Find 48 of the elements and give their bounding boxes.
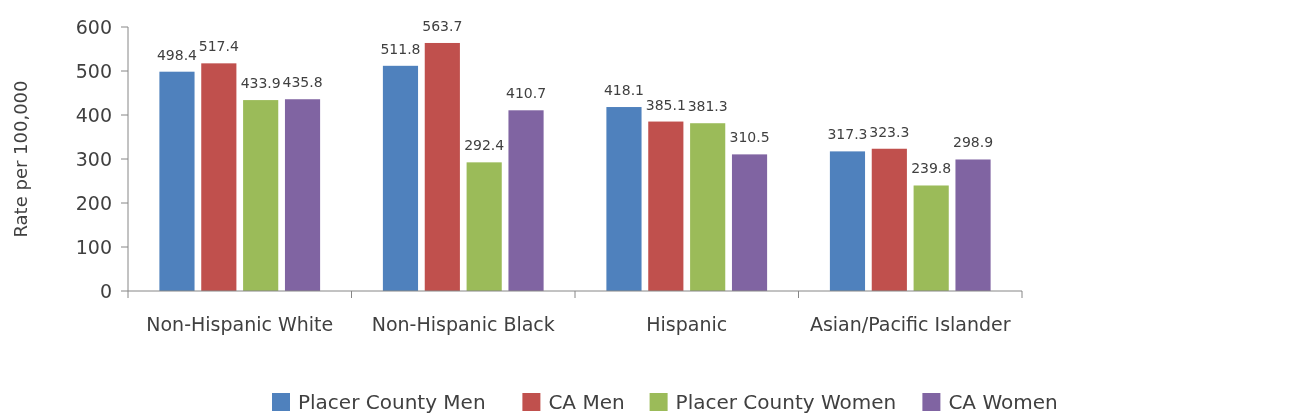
data-label: 435.8 [282,74,323,91]
y-tick-label: 600 [75,15,112,38]
bar [508,110,544,291]
bar [690,123,726,291]
data-label: 381.3 [687,98,728,115]
data-label: 498.4 [156,46,198,63]
data-label: 310.5 [729,129,770,146]
data-label: 298.9 [952,134,994,151]
x-tick-label: Hispanic [646,313,728,335]
legend-label: CA Women [948,390,1058,414]
bar [424,42,460,291]
y-tick-label: 100 [75,235,112,258]
bar [606,107,642,291]
y-tick-label: 300 [75,147,112,170]
data-label: 239.8 [911,160,952,177]
bar [731,154,768,291]
bar [201,63,237,291]
bar [871,148,907,291]
legend-label: Placer County Women [675,390,897,414]
y-tick-label: 200 [75,191,112,214]
data-label: 433.9 [240,75,281,92]
bar [829,151,866,291]
y-tick-label: 500 [75,59,112,82]
bar [955,159,991,291]
bar [913,185,949,291]
data-label: 563.7 [422,17,463,34]
y-axis-title: Rate per 100,000 [10,80,31,238]
bar [284,99,321,291]
data-label: 292.4 [464,137,505,154]
data-label: 410.7 [505,85,547,102]
legend-label: Placer County Men [298,390,486,414]
bar [648,121,684,291]
bar [466,162,502,291]
x-tick-label: Asian/Pacific Islander [809,313,1011,335]
legend-label: CA Men [548,390,625,414]
x-tick-label: Non-Hispanic White [146,313,334,335]
data-label: 418.1 [603,82,645,99]
y-tick-label: 400 [75,103,112,126]
bar [243,100,279,291]
data-label: 517.4 [198,38,239,55]
data-label: 511.8 [380,40,421,57]
x-tick-label: Non-Hispanic Black [371,313,555,335]
y-tick-label: 0 [99,279,112,302]
data-label: 317.3 [827,126,868,143]
data-label: 385.1 [645,96,686,113]
bar [382,65,419,291]
data-label: 323.3 [869,123,910,140]
bar [159,71,195,291]
